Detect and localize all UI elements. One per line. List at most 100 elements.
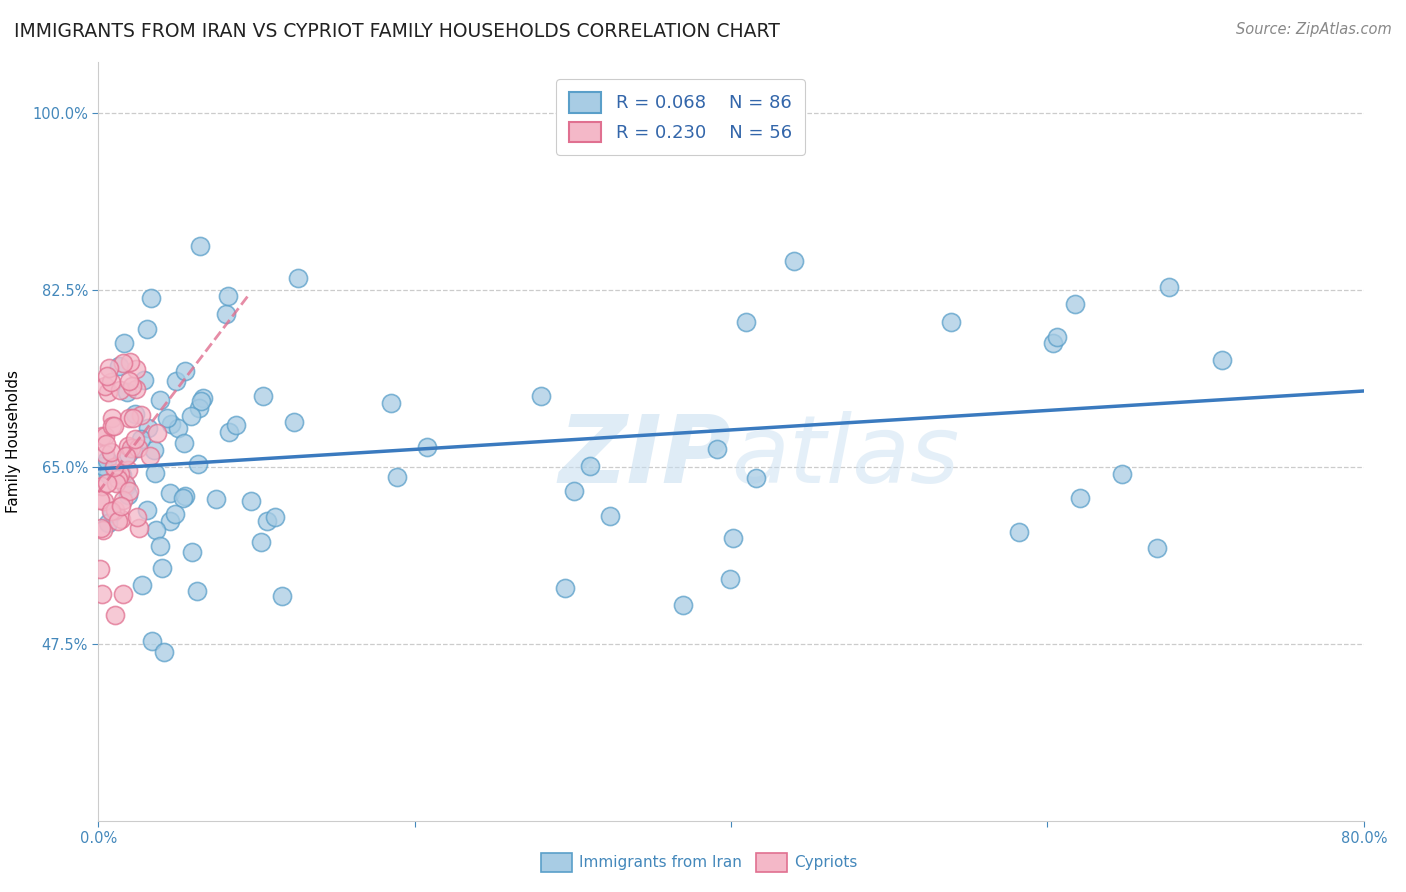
- Point: [1146, 541, 1168, 555]
- Point: [187, 457, 209, 471]
- Point: [159, 486, 181, 500]
- Point: [217, 289, 239, 303]
- Point: [215, 307, 238, 321]
- Point: [100, 503, 122, 517]
- Point: [149, 392, 172, 407]
- Point: [117, 448, 139, 462]
- Point: [94, 379, 117, 393]
- Point: [706, 442, 728, 457]
- Point: [186, 584, 208, 599]
- Point: [672, 598, 695, 612]
- Point: [121, 411, 143, 425]
- Point: [416, 440, 439, 454]
- Point: [145, 523, 167, 537]
- Point: [1042, 336, 1064, 351]
- Point: [91, 524, 114, 538]
- Point: [188, 238, 211, 252]
- Point: [530, 389, 553, 403]
- Point: [165, 507, 187, 521]
- Point: [104, 476, 127, 491]
- Point: [252, 389, 274, 403]
- Point: [256, 514, 278, 528]
- Point: [579, 458, 602, 473]
- Point: [142, 443, 165, 458]
- Point: [91, 586, 114, 600]
- Point: [96, 475, 118, 490]
- Point: [554, 581, 576, 595]
- Text: Cypriots: Cypriots: [794, 855, 858, 870]
- Point: [121, 379, 143, 393]
- Point: [117, 463, 139, 477]
- Text: IMMIGRANTS FROM IRAN VS CYPRIOT FAMILY HOUSEHOLDS CORRELATION CHART: IMMIGRANTS FROM IRAN VS CYPRIOT FAMILY H…: [14, 22, 780, 41]
- Point: [782, 254, 804, 268]
- Point: [93, 494, 115, 508]
- Point: [115, 385, 138, 400]
- Point: [96, 453, 118, 467]
- Point: [110, 499, 132, 513]
- Point: [91, 459, 114, 474]
- Point: [387, 469, 409, 483]
- Point: [1008, 524, 1031, 539]
- Point: [188, 401, 211, 416]
- Point: [166, 374, 188, 388]
- Point: [93, 447, 115, 461]
- Point: [94, 429, 117, 443]
- Point: [131, 577, 153, 591]
- Point: [173, 364, 195, 378]
- Point: [136, 322, 159, 336]
- Point: [111, 467, 134, 482]
- Point: [129, 432, 152, 446]
- Point: [118, 483, 141, 498]
- Point: [1111, 467, 1133, 482]
- Point: [283, 415, 305, 429]
- Point: [167, 421, 190, 435]
- Point: [218, 425, 240, 439]
- Point: [287, 271, 309, 285]
- Point: [939, 315, 962, 329]
- Point: [205, 492, 228, 507]
- Point: [115, 479, 138, 493]
- Point: [112, 586, 135, 600]
- Point: [115, 450, 138, 464]
- Point: [117, 488, 139, 502]
- Point: [180, 409, 202, 424]
- Point: [149, 539, 172, 553]
- Point: [89, 492, 111, 507]
- Point: [118, 355, 141, 369]
- Point: [107, 471, 129, 485]
- Point: [239, 493, 262, 508]
- Point: [112, 492, 135, 507]
- Point: [112, 335, 135, 350]
- Point: [271, 589, 294, 603]
- Point: [745, 471, 768, 485]
- Point: [108, 383, 131, 397]
- Point: [97, 385, 120, 400]
- Point: [89, 562, 111, 576]
- Point: [1046, 330, 1069, 344]
- Point: [734, 315, 756, 329]
- Point: [98, 360, 121, 375]
- Point: [136, 421, 159, 435]
- Point: [101, 410, 124, 425]
- Point: [107, 514, 129, 528]
- Point: [159, 514, 181, 528]
- Point: [108, 467, 131, 482]
- Point: [91, 478, 114, 492]
- Point: [118, 411, 141, 425]
- Point: [150, 561, 173, 575]
- Point: [124, 362, 146, 376]
- Text: Source: ZipAtlas.com: Source: ZipAtlas.com: [1236, 22, 1392, 37]
- Point: [1211, 353, 1233, 368]
- Point: [110, 511, 132, 525]
- Point: [141, 291, 163, 305]
- Point: [153, 645, 176, 659]
- Point: [104, 503, 127, 517]
- Point: [1069, 491, 1091, 505]
- Point: [124, 382, 146, 396]
- Point: [250, 534, 273, 549]
- Point: [141, 634, 163, 648]
- Point: [191, 391, 214, 405]
- Point: [128, 521, 150, 535]
- Point: [139, 449, 162, 463]
- Point: [114, 477, 136, 491]
